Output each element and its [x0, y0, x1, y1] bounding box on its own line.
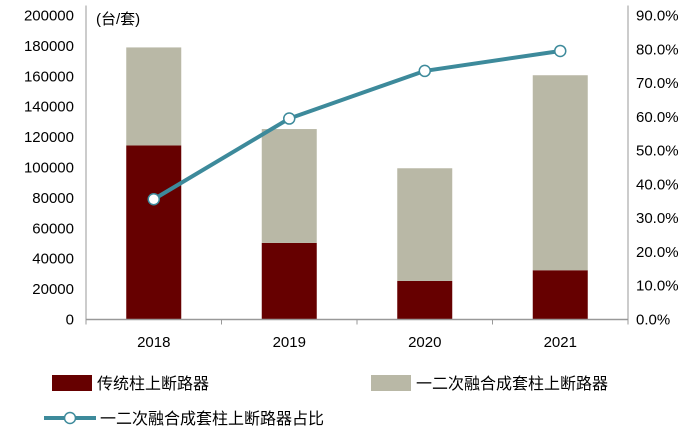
share-line [152, 48, 561, 201]
right-tick-label: 40.0% [636, 176, 679, 193]
share-point-2018 [147, 193, 160, 206]
bar-integrated-2020 [397, 168, 453, 281]
right-tick-label: 80.0% [636, 41, 679, 58]
share-point-2020 [418, 64, 431, 78]
left-tick-label: 80000 [32, 190, 74, 207]
right-tick-label: 10.0% [636, 278, 679, 295]
right-tick-label: 60.0% [636, 109, 679, 126]
left-tick-label: 0 [66, 312, 74, 329]
left-tick-label: 120000 [24, 129, 74, 146]
left-tick-label: 60000 [32, 220, 74, 237]
x-tick-label: 2019 [273, 334, 306, 351]
bar-integrated-2018 [126, 47, 182, 146]
left-tick-label: 160000 [24, 68, 74, 85]
right-tick-label: 90.0% [636, 8, 679, 25]
x-tick-label: 2020 [408, 334, 441, 351]
left-tick-label: 20000 [32, 281, 74, 298]
bar-integrated-2019 [261, 129, 317, 243]
x-tick-label: 2018 [137, 334, 170, 351]
legend-label-share: 一二次融合成套柱上断路器占比 [100, 410, 324, 428]
right-tick-label: 20.0% [636, 244, 679, 261]
left-tick-label: 40000 [32, 251, 74, 268]
bar-traditional-2018 [126, 145, 182, 320]
legend-label-integrated: 一二次融合成套柱上断路器 [416, 375, 608, 393]
right-tick-label: 0.0% [636, 312, 670, 329]
bar-traditional-2019 [261, 242, 317, 320]
right-tick-label: 30.0% [636, 210, 679, 227]
legend-marker-share [63, 411, 77, 425]
left-tick-label: 180000 [24, 38, 74, 55]
legend-label-traditional: 传统柱上断路器 [97, 375, 209, 393]
bar-traditional-2021 [532, 270, 588, 320]
right-tick-label: 50.0% [636, 143, 679, 160]
share-point-2021 [554, 44, 567, 58]
left-tick-label: 100000 [24, 160, 74, 177]
legend-swatch-integrated [371, 375, 411, 391]
right-tick-label: 70.0% [636, 75, 679, 92]
bar-integrated-2021 [532, 75, 588, 271]
bar-traditional-2020 [397, 280, 453, 320]
share-point-2019 [283, 112, 296, 125]
unit-label: (台/套) [96, 11, 140, 28]
left-tick-label: 140000 [24, 99, 74, 116]
x-tick-label: 2021 [544, 334, 577, 351]
legend-swatch-traditional [52, 375, 92, 391]
left-tick-label: 200000 [24, 8, 74, 25]
